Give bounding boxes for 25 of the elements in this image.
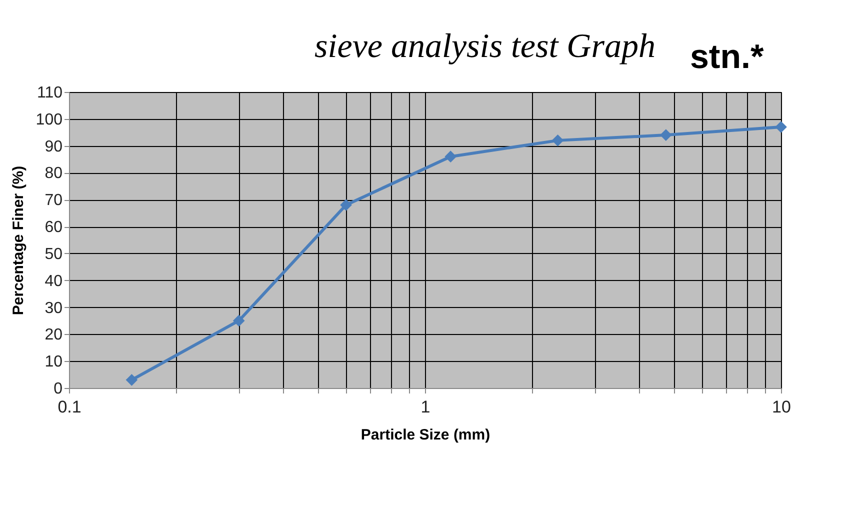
point — [232, 314, 245, 327]
chart-title: sieve analysis test Graph — [314, 28, 656, 65]
y-tick-label: 50 — [44, 246, 63, 263]
point — [126, 374, 138, 386]
y-tick-label: 10 — [44, 354, 63, 371]
x-tick-label: 1 — [420, 398, 430, 416]
y-tick-label: 80 — [44, 165, 63, 182]
y-tick-label: 0 — [54, 380, 63, 398]
y-tick-label: 60 — [44, 219, 63, 236]
point — [660, 129, 672, 141]
x-axis-title: Particle Size (mm) — [360, 426, 490, 444]
point — [444, 150, 457, 162]
y-tick-label: 40 — [44, 272, 63, 290]
y-tick-label: 110 — [36, 84, 63, 102]
point — [552, 134, 564, 146]
y-tick-label: 100 — [36, 111, 63, 128]
x-tick-label: 0.1 — [58, 398, 82, 416]
y-tick-label: 90 — [44, 138, 63, 156]
y-axis-title: Percentage Finer (%) — [10, 166, 27, 316]
text: stn.* — [690, 38, 764, 77]
x-tick-label: 10 — [772, 398, 791, 416]
y-tick-label: 20 — [44, 326, 63, 344]
y-tick-label: 30 — [44, 300, 63, 317]
point — [340, 199, 352, 211]
y-tick-label: 70 — [44, 192, 63, 210]
